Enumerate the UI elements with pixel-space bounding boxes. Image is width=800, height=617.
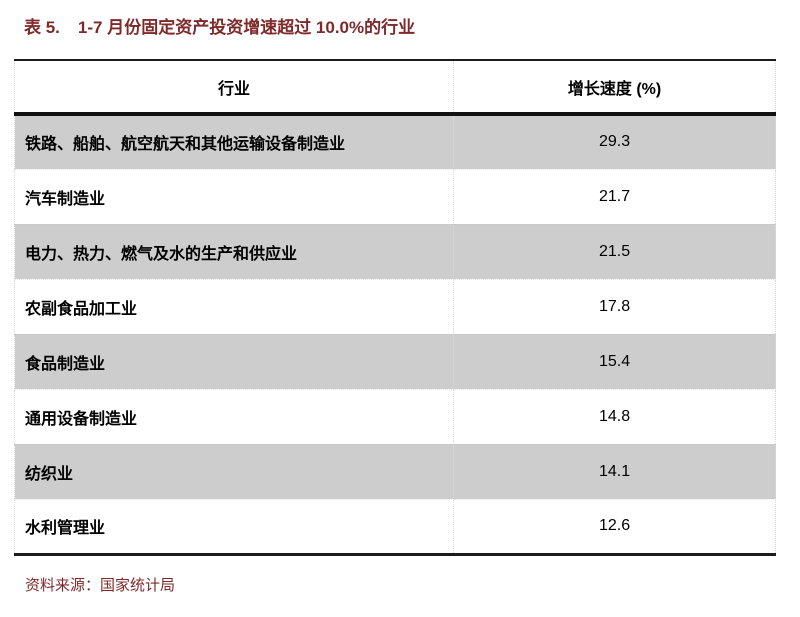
table-row: 电力、热力、燃气及水的生产和供应业 21.5 (14, 224, 776, 280)
table-row: 通用设备制造业 14.8 (14, 389, 776, 445)
table-caption: 表 5. 1-7 月份固定资产投资增速超过 10.0%的行业 (0, 0, 800, 41)
growth-cell: 14.8 (453, 389, 776, 445)
industry-cell: 水利管理业 (14, 499, 455, 555)
growth-cell: 12.6 (453, 499, 776, 555)
industry-cell: 农副食品加工业 (14, 279, 455, 335)
table-caption-number: 表 5. (24, 18, 60, 37)
industry-cell: 汽车制造业 (14, 169, 455, 225)
industry-growth-table: 行业 增长速度 (%) 铁路、船舶、航空航天和其他运输设备制造业 29.3 汽车… (14, 59, 776, 556)
growth-cell: 21.7 (453, 169, 776, 225)
source-note: 资料来源：国家统计局 (25, 576, 176, 594)
growth-cell: 15.4 (453, 334, 776, 390)
industry-cell: 纺织业 (14, 444, 455, 500)
table-caption-text: 1-7 月份固定资产投资增速超过 10.0%的行业 (77, 18, 416, 37)
growth-cell: 14.1 (453, 444, 776, 500)
table-row: 食品制造业 15.4 (14, 334, 776, 390)
table-row: 纺织业 14.1 (14, 444, 776, 500)
table-row: 农副食品加工业 17.8 (14, 279, 776, 335)
table-row: 水利管理业 12.6 (14, 499, 776, 555)
table-row: 汽车制造业 21.7 (14, 169, 776, 225)
growth-cell: 17.8 (453, 279, 776, 335)
industry-cell: 铁路、船舶、航空航天和其他运输设备制造业 (14, 114, 455, 170)
industry-cell: 食品制造业 (14, 334, 455, 390)
table-header-row: 行业 增长速度 (%) (14, 60, 776, 116)
growth-cell: 29.3 (453, 114, 776, 170)
growth-cell: 21.5 (453, 224, 776, 280)
column-header-growth: 增长速度 (%) (453, 60, 776, 116)
industry-cell: 电力、热力、燃气及水的生产和供应业 (14, 224, 455, 280)
industry-cell: 通用设备制造业 (14, 389, 455, 445)
table-row: 铁路、船舶、航空航天和其他运输设备制造业 29.3 (14, 114, 776, 170)
column-header-industry: 行业 (14, 60, 455, 116)
